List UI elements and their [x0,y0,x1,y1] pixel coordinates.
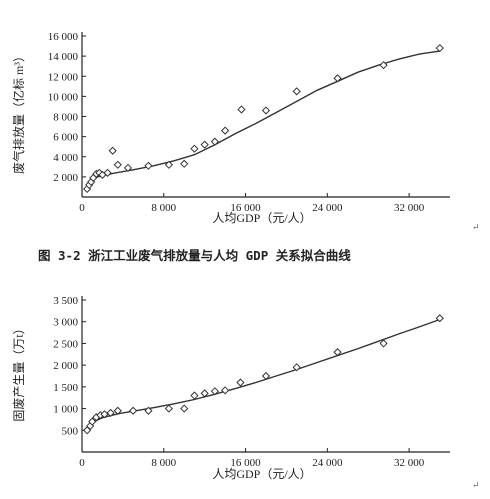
x-tick-label: 24 000 [312,202,343,214]
return-mark: ↵ [472,222,480,232]
data-point [379,61,388,70]
data-point [237,105,246,114]
data-point [292,363,301,372]
y-tick-label: 10 000 [48,91,79,103]
y-tick-label: 2 000 [53,360,78,372]
data-point [333,74,342,83]
data-point [108,146,117,155]
data-point [113,160,122,169]
y-tick-label: 1 000 [53,404,78,416]
x-tick-label: 32 000 [394,457,425,469]
data-point [123,163,133,172]
data-point [221,126,230,135]
y-tick-label: 1 500 [53,382,78,394]
x-tick-label: 0 [79,202,85,214]
data-point [180,404,189,413]
return-mark: ↵ [472,480,480,490]
x-tick-label: 8 000 [151,202,176,214]
x-ticks: 0 8 000 16 000 24 000 32 000 [79,448,425,469]
y-ticks: 2 000 4 000 6 000 8 000 10 000 12 000 14 000 16… [48,31,86,184]
y-tick-label: 8 000 [53,112,78,124]
data-point [435,43,444,53]
data-point [236,378,245,387]
x-tick-label: 0 [79,457,85,469]
x-ticks: 0 8 000 16 000 24 000 32 000 [79,193,425,214]
y-tick-label: 3 000 [53,317,78,329]
x-tick-label: 16 000 [230,457,261,469]
data-point [200,389,209,398]
y-tick-label: 12 000 [48,71,79,83]
y-tick-label: 3 500 [53,295,78,307]
x-tick-label: 24 000 [312,457,343,469]
data-point [292,87,301,96]
fit-curve [86,318,441,429]
chart-solid-waste: 500 1 000 1 500 2 000 2 500 3 000 3 500 0 8 000… [11,295,480,490]
data-point [379,339,388,348]
data-point [435,314,444,323]
data-point [200,140,209,149]
y-axis-label: 废气排放量（亿标 m³） [11,50,26,174]
data-point [221,386,230,395]
figure-caption: 图 3-2 浙江工业废气排放量与人均 GDP 关系拟合曲线 [38,248,351,263]
data-point [144,161,153,170]
y-tick-label: 4 000 [53,152,78,164]
y-ticks: 500 1 000 1 500 2 000 2 500 3 000 3 500 [53,295,86,437]
data-point [190,144,199,153]
data-point [88,417,97,426]
data-point [261,106,271,115]
y-tick-label: 14 000 [48,51,79,63]
data-point [144,406,153,415]
data-point [103,168,112,177]
data-point [113,406,122,415]
x-tick-label: 16 000 [230,202,261,214]
y-tick-label: 16 000 [48,31,79,43]
chart-exhaust-gas: 2 000 4 000 6 000 8 000 10 000 12 000 14 000 16… [11,31,480,232]
x-axis-label: 人均GDP（元/人） [212,467,311,481]
data-point [210,137,219,146]
y-tick-label: 500 [62,425,79,437]
data-points [83,43,444,194]
data-point [261,371,271,381]
x-tick-label: 8 000 [151,457,176,469]
data-point [190,391,199,400]
y-tick-label: 2 000 [53,172,78,184]
data-point [106,408,115,418]
data-point [210,387,219,396]
y-tick-label: 6 000 [53,132,78,144]
data-points [83,314,444,435]
x-tick-label: 32 000 [394,202,425,214]
data-point [333,348,342,357]
y-axis-label: 固废产生量（万t） [11,322,26,421]
data-point [164,404,173,413]
x-axis-label: 人均GDP（元/人） [212,211,311,225]
data-point [129,406,138,415]
y-tick-label: 2 500 [53,338,78,350]
data-point [164,160,173,169]
data-point [180,159,189,168]
fit-curve [86,50,440,186]
